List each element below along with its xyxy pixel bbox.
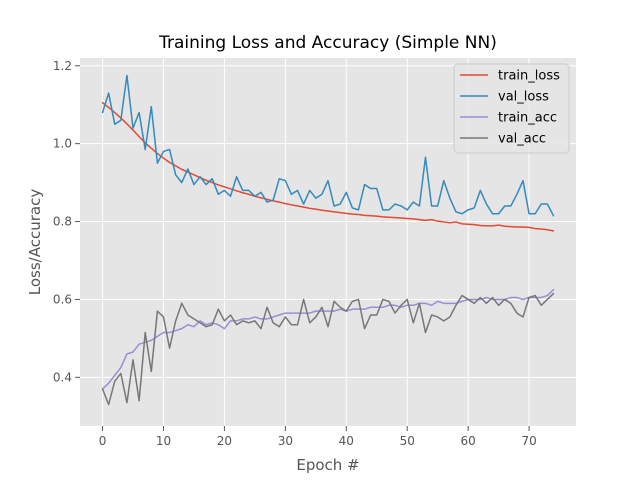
y-axis-label: Loss/Accuracy bbox=[26, 189, 44, 296]
x-axis-label: Epoch # bbox=[296, 456, 359, 474]
y-axis: 0.4 0.6 0.8 1.0 1.2 bbox=[53, 59, 80, 384]
series-line-val-acc bbox=[101, 292, 555, 406]
x-tick-label: 10 bbox=[156, 434, 171, 448]
legend-box bbox=[453, 63, 570, 154]
x-tick-label: 30 bbox=[278, 434, 293, 448]
x-tick-label: 0 bbox=[99, 434, 107, 448]
series-line-train-loss bbox=[101, 102, 555, 232]
x-tick-label: 70 bbox=[521, 434, 536, 448]
y-tick-label: 1.2 bbox=[53, 59, 72, 73]
x-axis: 0 10 20 30 40 50 60 70 bbox=[99, 426, 537, 448]
x-tick-label: 60 bbox=[461, 434, 476, 448]
y-tick-label: 0.6 bbox=[53, 292, 72, 306]
y-tick-label: 0.4 bbox=[53, 370, 72, 384]
y-tick-label: 1.0 bbox=[53, 137, 72, 151]
legend-label-val-acc: val_acc bbox=[498, 132, 546, 147]
x-tick-label: 50 bbox=[400, 434, 415, 448]
x-tick-label: 20 bbox=[217, 434, 232, 448]
legend: train_loss val_loss train_acc val_acc bbox=[453, 63, 570, 154]
legend-label-val-loss: val_loss bbox=[498, 90, 549, 105]
legend-label-train-loss: train_loss bbox=[498, 69, 560, 84]
y-tick-label: 0.8 bbox=[53, 215, 72, 229]
legend-label-train-acc: train_acc bbox=[498, 111, 557, 126]
series-line-val-loss bbox=[101, 74, 555, 217]
series-lines bbox=[101, 74, 555, 406]
x-tick-label: 40 bbox=[339, 434, 354, 448]
chart-title: Training Loss and Accuracy (Simple NN) bbox=[158, 33, 497, 53]
